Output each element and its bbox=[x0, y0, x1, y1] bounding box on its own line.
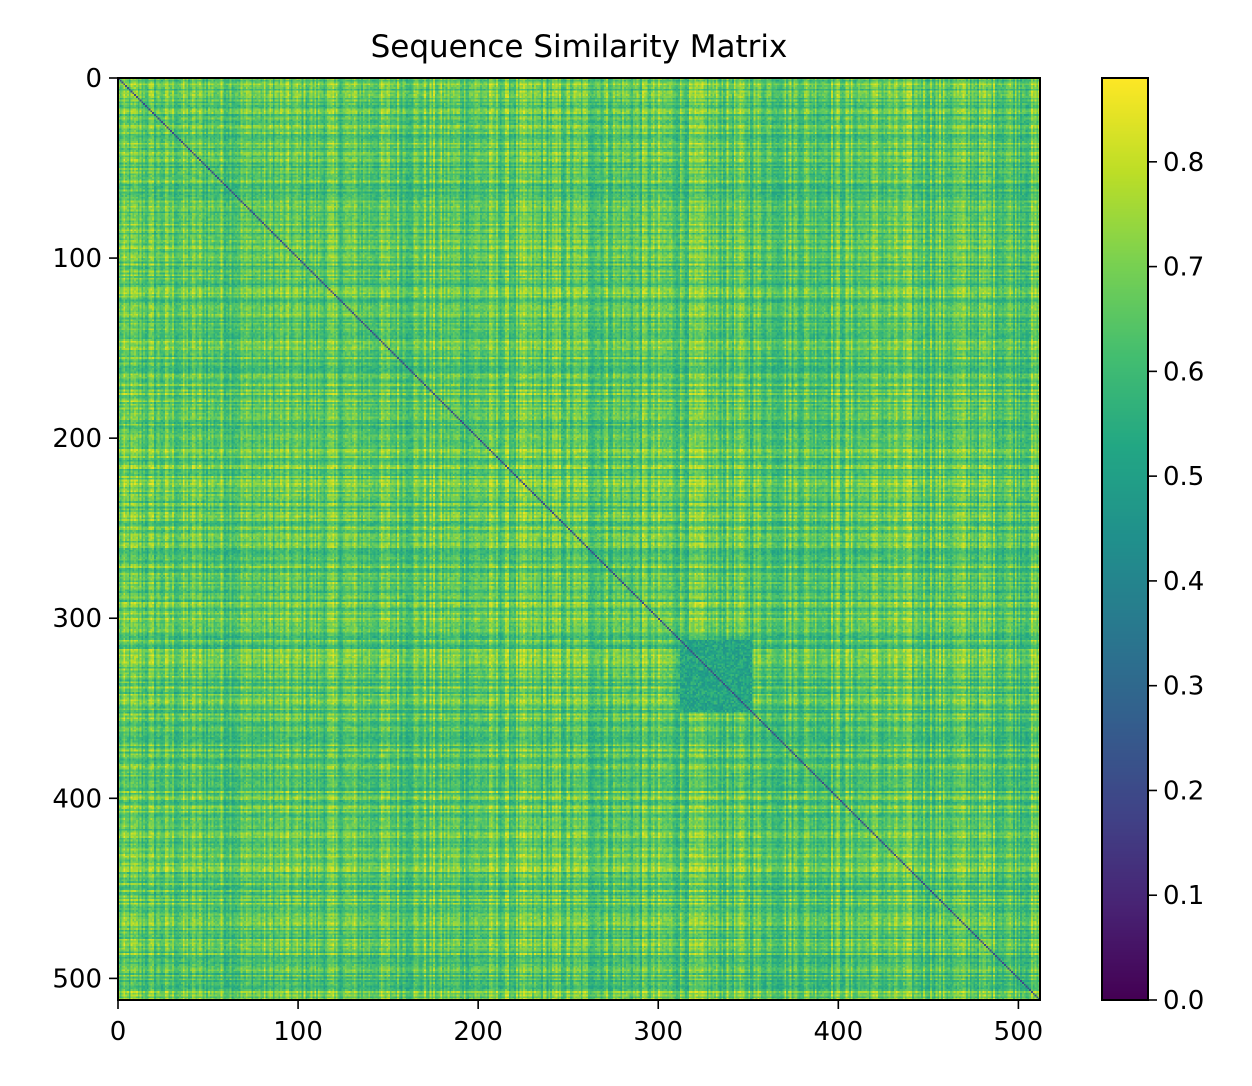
colorbar-tick-label: 0.3 bbox=[1163, 672, 1204, 702]
colorbar-frame bbox=[1101, 77, 1149, 1001]
x-axis: 0 100 200 300 400 500 bbox=[110, 1000, 1043, 1047]
x-tick-label: 0 bbox=[110, 1017, 127, 1047]
x-tick-label: 100 bbox=[273, 1017, 323, 1047]
x-tick-label: 400 bbox=[813, 1017, 863, 1047]
y-axis: 0 100 200 300 400 500 bbox=[52, 64, 118, 994]
colorbar-tick-label: 0.5 bbox=[1163, 462, 1204, 492]
y-tick-label: 400 bbox=[52, 784, 102, 814]
colorbar-tick-label: 0.6 bbox=[1163, 357, 1204, 387]
colorbar-tick-label: 0.7 bbox=[1163, 253, 1204, 283]
plot-frame bbox=[117, 77, 1041, 1001]
y-tick-label: 200 bbox=[52, 424, 102, 454]
y-tick-label: 0 bbox=[85, 64, 102, 94]
colorbar-tick-label: 0.2 bbox=[1163, 776, 1204, 806]
x-tick-label: 300 bbox=[633, 1017, 683, 1047]
colorbar-tick-label: 0.8 bbox=[1163, 148, 1204, 178]
x-tick-label: 500 bbox=[994, 1017, 1044, 1047]
colorbar-tick-label: 0.0 bbox=[1163, 986, 1204, 1016]
chart-title: Sequence Similarity Matrix bbox=[371, 29, 788, 65]
colorbar-tick-label: 0.1 bbox=[1163, 881, 1204, 911]
y-tick-label: 300 bbox=[52, 604, 102, 634]
x-tick-label: 200 bbox=[453, 1017, 503, 1047]
y-tick-label: 100 bbox=[52, 244, 102, 274]
colorbar-axis: 0.0 0.1 0.2 0.3 0.4 0.5 0.6 0.7 0.8 bbox=[1148, 148, 1204, 1016]
colorbar-tick-label: 0.4 bbox=[1163, 567, 1204, 597]
y-tick-label: 500 bbox=[52, 964, 102, 994]
heatmap-cells bbox=[118, 78, 1040, 1000]
colorbar-gradient bbox=[1102, 78, 1148, 1000]
